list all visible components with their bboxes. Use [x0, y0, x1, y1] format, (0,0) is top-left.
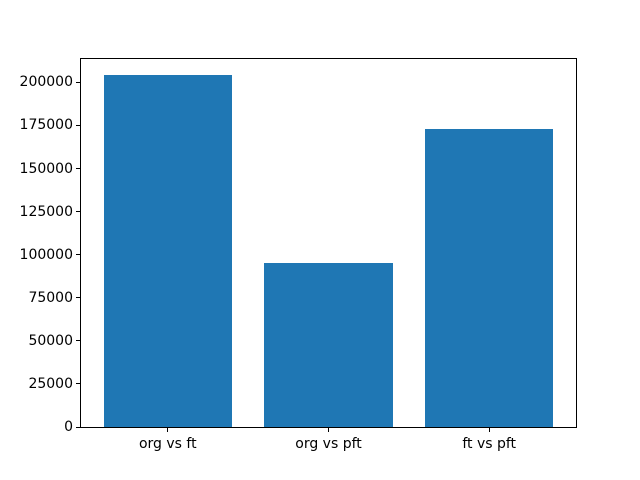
- plot-area: [80, 58, 577, 428]
- y-axis-tick: [76, 254, 80, 256]
- y-tick-label: 150000: [19, 160, 73, 177]
- y-tick-label: 25000: [28, 375, 73, 392]
- y-tick-label: 0: [64, 419, 73, 435]
- y-tick-label: 200000: [19, 74, 73, 91]
- y-tick-label: 75000: [28, 289, 73, 306]
- x-axis-tick: [328, 428, 329, 432]
- y-tick-label: 100000: [19, 246, 73, 263]
- bar-org-vs-pft: [264, 263, 393, 427]
- x-tick-label-ft-vs-pft: ft vs pft: [462, 436, 517, 452]
- x-tick-label-org-vs-ft: org vs ft: [138, 436, 197, 452]
- x-axis-tick: [167, 428, 169, 432]
- bar-org-vs-ft: [103, 75, 233, 427]
- y-tick-label: 125000: [19, 203, 73, 220]
- x-axis-tick: [488, 428, 490, 432]
- y-tick-label: 50000: [28, 332, 73, 349]
- y-axis-tick: [76, 297, 80, 299]
- y-axis-tick: [76, 340, 80, 342]
- y-axis-tick: [76, 124, 80, 126]
- y-axis-tick: [76, 383, 80, 385]
- y-tick-label: 175000: [19, 117, 73, 134]
- y-axis-tick: [76, 426, 80, 428]
- x-tick-label-org-vs-pft: org vs pft: [295, 436, 362, 452]
- bar-ft-vs-pft: [424, 128, 554, 427]
- y-axis-tick: [76, 168, 80, 169]
- y-axis-tick: [76, 81, 80, 83]
- y-axis-tick: [76, 211, 80, 212]
